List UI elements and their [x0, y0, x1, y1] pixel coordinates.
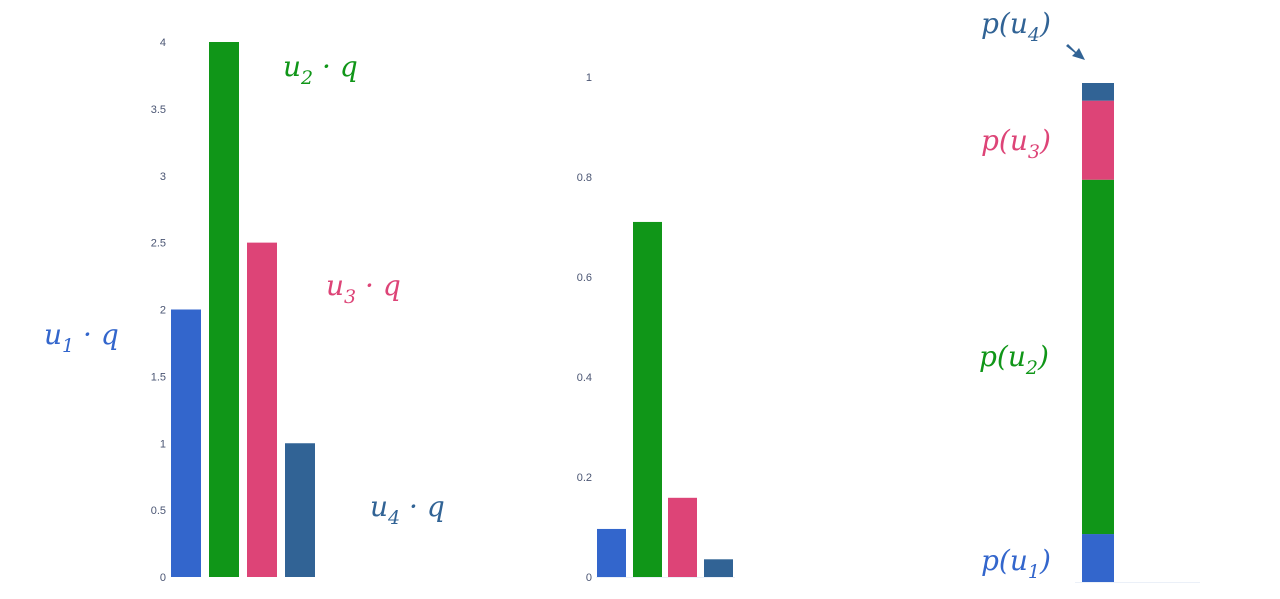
- annotation-u3-sub: 3: [344, 286, 356, 308]
- annotation-u1-sub: 1: [1028, 561, 1040, 583]
- annotation-u3-base: p(u: [981, 124, 1028, 157]
- annotation-u4-rest: ): [1039, 7, 1051, 40]
- stack-segment-u3: [1082, 100, 1114, 180]
- annotation-u4: u4 · q: [370, 490, 445, 529]
- annotation-u1-base: p(u: [981, 544, 1028, 577]
- annotation-u3: u3 · q: [326, 269, 401, 308]
- bar-u4: [285, 443, 315, 577]
- annotation-u2-rest: · q: [313, 50, 358, 83]
- annotation-u1-base: u: [44, 318, 62, 351]
- annotation-u1: u1 · q: [44, 318, 119, 357]
- y-tick-label: 0.5: [151, 505, 166, 517]
- bar-u1: [597, 528, 626, 577]
- y-tick-label: 1.5: [151, 371, 166, 383]
- annotation-u1-rest: ): [1039, 544, 1051, 577]
- y-tick-label: 2: [160, 305, 166, 317]
- y-tick-label: 0: [160, 572, 166, 584]
- annotation-u2-base: p(u: [979, 340, 1026, 373]
- y-tick-label: 0.4: [577, 372, 592, 384]
- y-tick-label: 2.5: [151, 238, 166, 250]
- annotation-u3-sub: 3: [1028, 141, 1040, 163]
- bar-u1: [171, 309, 201, 577]
- annotation-u1-sub: 1: [62, 335, 74, 357]
- annotation-u2: p(u2): [979, 340, 1049, 379]
- annotation-u2-rest: ): [1037, 340, 1049, 373]
- annotation-u4-rest: · q: [400, 490, 445, 523]
- bar-u2: [209, 42, 239, 577]
- y-tick-label: 1: [586, 72, 592, 84]
- annotation-u3-rest: · q: [356, 269, 401, 302]
- y-tick-label: 3.5: [151, 104, 166, 116]
- y-tick-label: 0.8: [577, 172, 592, 184]
- annotation-u2-base: u: [283, 50, 301, 83]
- annotation-u3-rest: ): [1039, 124, 1051, 157]
- annotation-u2-sub: 2: [1025, 357, 1038, 379]
- annotation-u4-base: u: [370, 490, 388, 523]
- y-tick-label: 4: [160, 37, 166, 49]
- stack-segment-u1: [1082, 534, 1114, 582]
- bar-u3: [668, 497, 697, 577]
- bar-u2: [633, 221, 662, 577]
- y-tick-label: 0.2: [577, 472, 592, 484]
- y-tick-label: 0: [586, 572, 592, 584]
- arrow-icon: [1066, 44, 1085, 60]
- y-tick-label: 3: [160, 171, 166, 183]
- stack-segment-u2: [1082, 179, 1114, 535]
- annotation-u2: u2 · q: [283, 50, 358, 89]
- annotation-u3-base: u: [326, 269, 344, 302]
- annotation-u4-base: p(u: [981, 7, 1028, 40]
- annotation-u1-rest: · q: [74, 318, 119, 351]
- annotation-u2-sub: 2: [300, 67, 313, 89]
- annotation-u1: p(u1): [981, 544, 1051, 583]
- annotation-u4-sub: 4: [387, 507, 400, 529]
- stack-segment-u4: [1082, 83, 1114, 101]
- bar-u3: [247, 242, 277, 577]
- y-tick-label: 1: [160, 438, 166, 450]
- y-tick-label: 0.6: [577, 272, 592, 284]
- annotation-u4-sub: 4: [1027, 24, 1040, 46]
- bar-u4: [704, 559, 733, 577]
- annotation-u3: p(u3): [981, 124, 1051, 163]
- annotation-u4: p(u4): [981, 7, 1051, 46]
